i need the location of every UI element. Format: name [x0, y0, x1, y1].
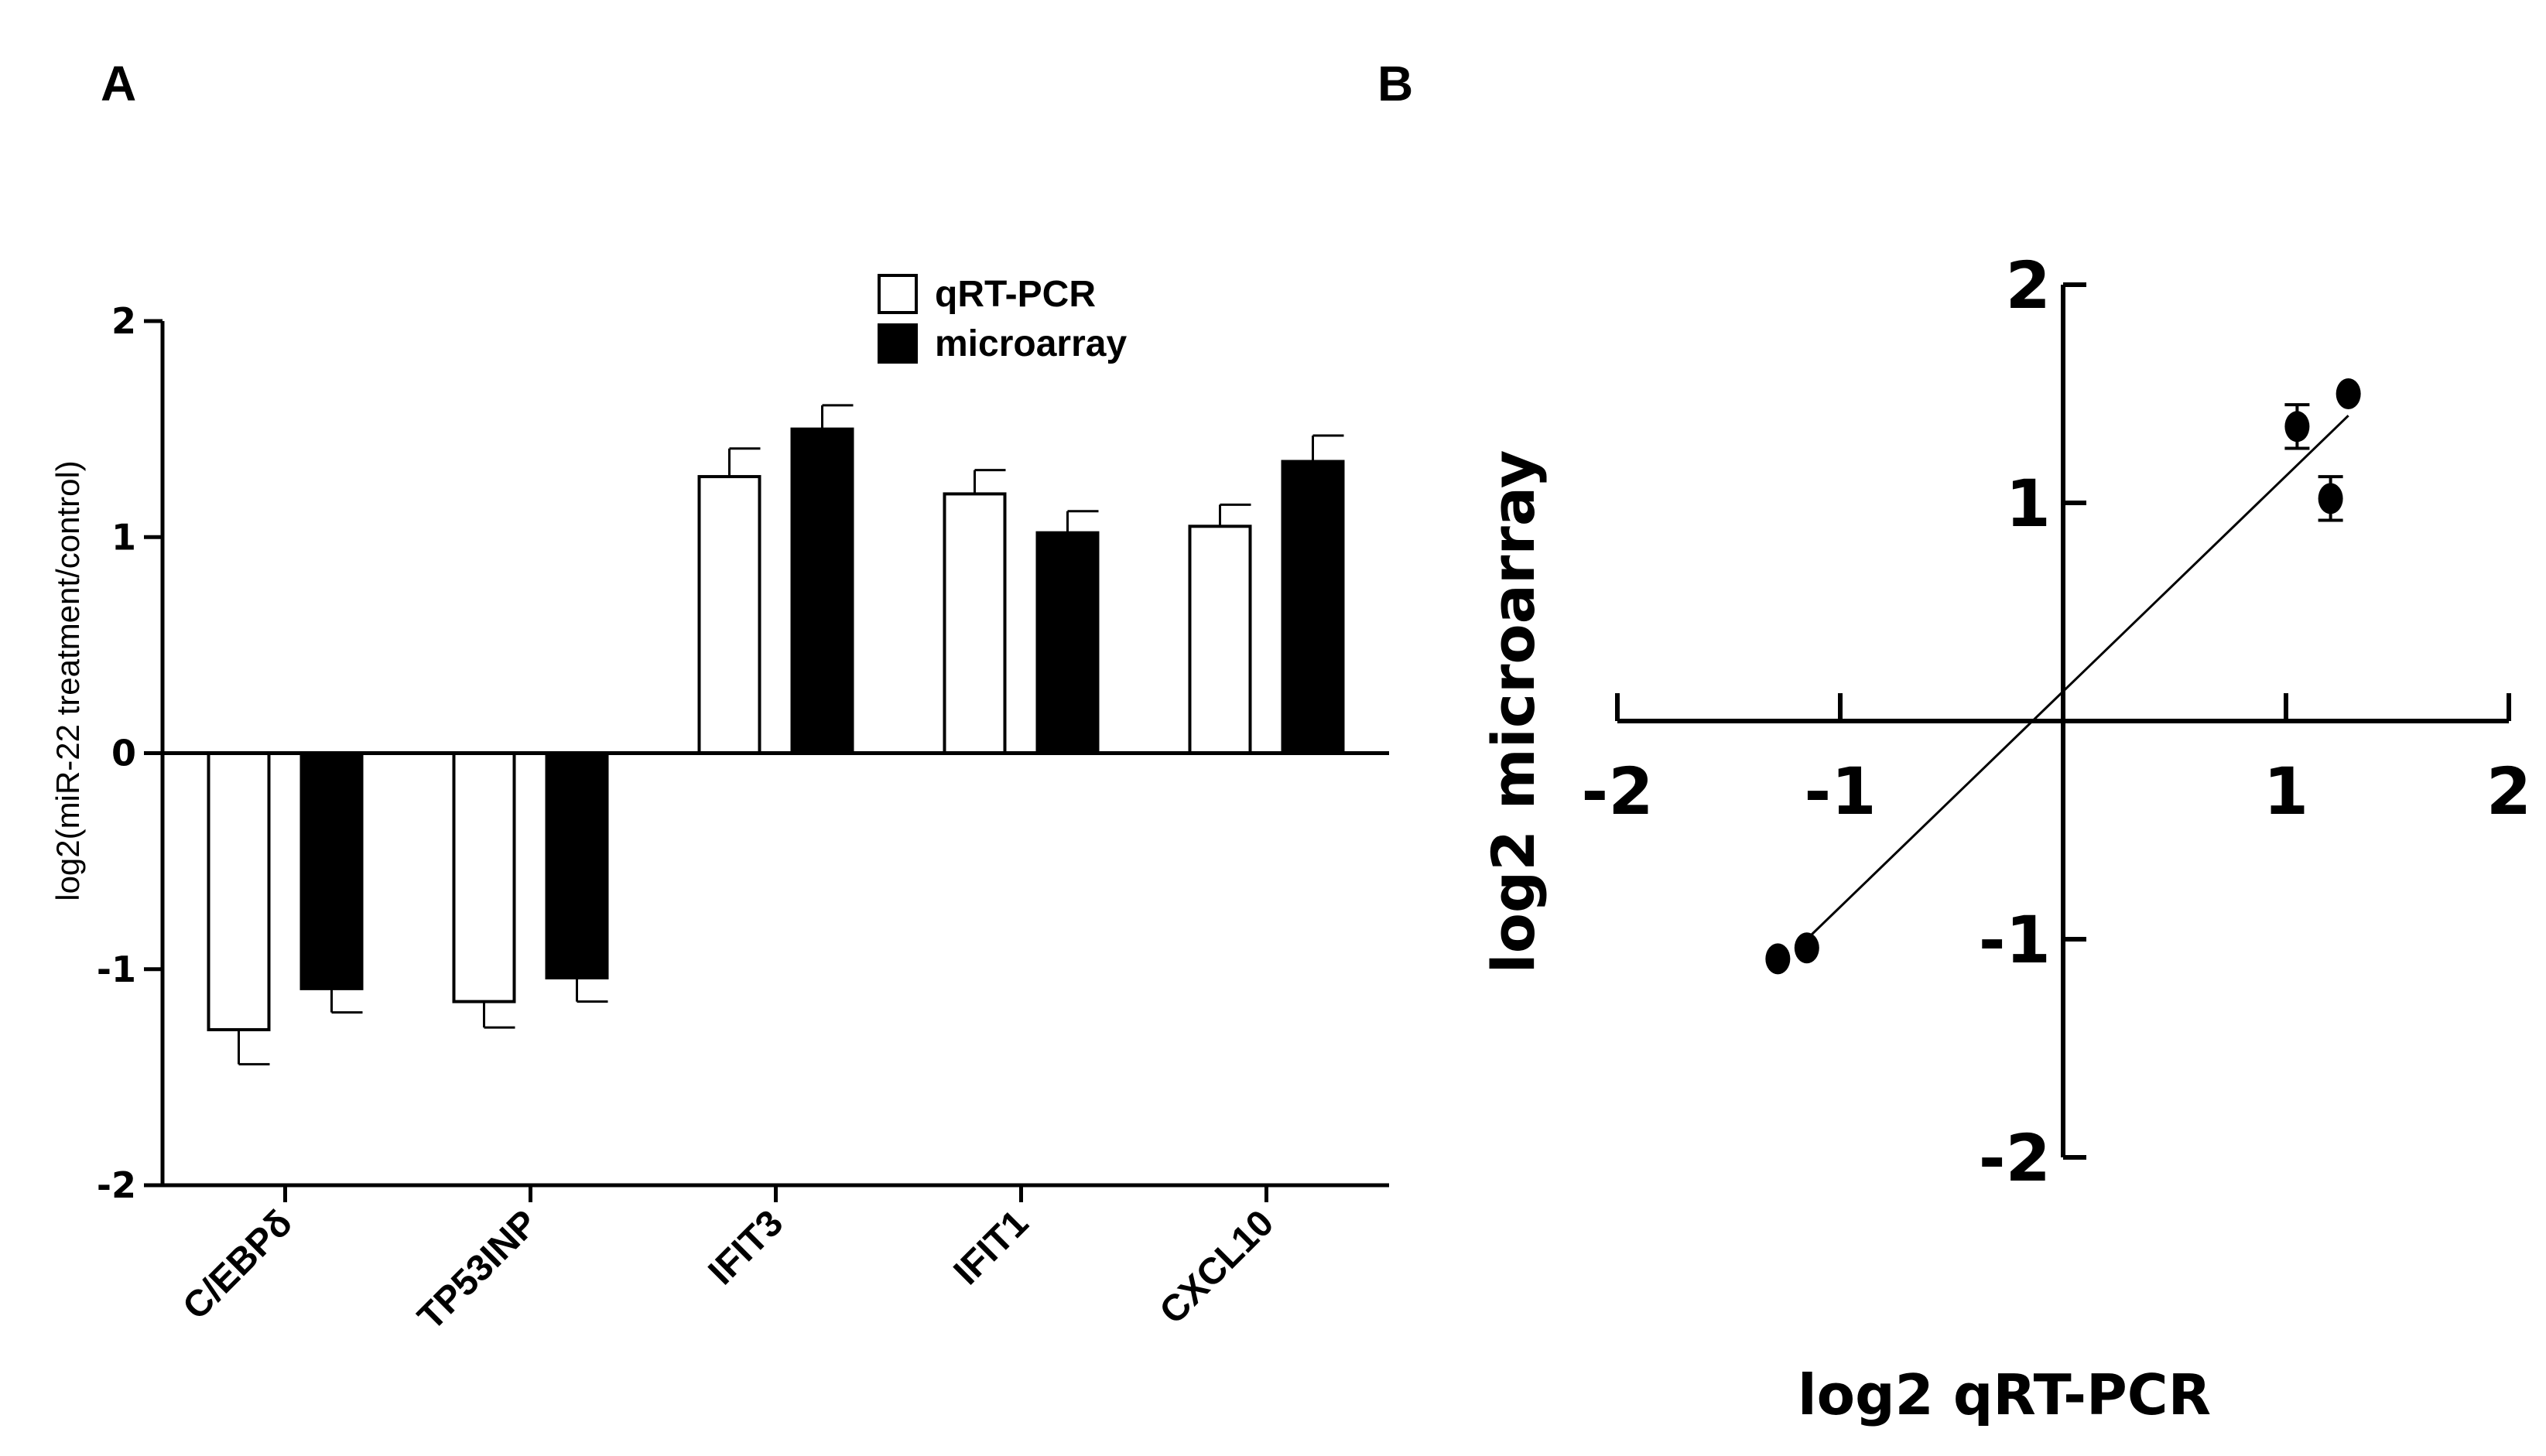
legend-label-qrt-pcr: qRT-PCR: [935, 274, 1096, 315]
panel-a-x-tick-label: TP53INP: [410, 1202, 546, 1338]
panel-b-x-tick-label: -2: [1581, 754, 1653, 829]
bar-microarray-tp53inp: [545, 751, 609, 979]
bar-qrt-pcr-ifit1: [943, 492, 1007, 755]
panel-b-y-tick-label: 1: [2006, 466, 2051, 542]
panel-a-y-tick-label: 1: [111, 516, 136, 558]
panel-b-x-tick-label: 2: [2486, 754, 2531, 829]
panel-a-letter: A: [101, 56, 136, 111]
panel-a-x-tick-label: CXCL10: [1152, 1202, 1282, 1332]
bar-qrt-pcr-tp53inp: [452, 751, 516, 1003]
panel-b-x-tick-label: 1: [2264, 754, 2308, 829]
legend-swatch-microarray: [878, 323, 918, 364]
bar-microarray-cxcl10: [1281, 460, 1345, 755]
bar-qrt-pcr-c-ebp: [207, 751, 271, 1031]
panel-b-marks: [1765, 378, 2361, 975]
panel-b-scatter-plot: log2 microarray log2 qRT-PCR -2 -1 1 221-1-…: [1479, 248, 2531, 1427]
legend-swatch-qrt-pcr: [878, 274, 918, 314]
panel-a-x-tick-label: C/EBPδ: [175, 1202, 300, 1328]
bar-microarray-ifit3: [790, 427, 854, 755]
panel-a-x-tick-label: IFIT3: [701, 1202, 792, 1293]
panel-b-y-axis-label: log2 microarray: [1479, 450, 1548, 974]
panel-b-y-tick-label: -2: [1979, 1120, 2051, 1196]
panel-b-letter: B: [1377, 56, 1413, 111]
panel-b-x-axis-label: log2 qRT-PCR: [1798, 1362, 2211, 1427]
panel-b-y-tick-label: 2: [2006, 248, 2051, 323]
panel-a-bars: [207, 404, 1345, 1066]
panel-a-y-tick-label: 2: [111, 300, 136, 342]
panel-a-y-tick-label: -2: [97, 1164, 136, 1206]
scatter-point-2: [1794, 932, 1819, 964]
panel-a-x-tick-label: IFIT1: [946, 1202, 1037, 1293]
panel-b-axes: -2 -1 1 2 2 1 -1 -2: [1581, 248, 2531, 1196]
panel-b-x-tick-label: -1: [1804, 754, 1876, 829]
panel-a-axes: 2 1 0 -1 -2 C/EBPδ TP53INP IFIT3 IFIT1 CXCL10: [97, 300, 1389, 1338]
bar-qrt-pcr-ifit3: [697, 475, 761, 755]
panel-a-y-tick-label: 0: [111, 733, 136, 774]
scatter-point-5: [2336, 378, 2361, 409]
bar-microarray-ifit1: [1035, 531, 1100, 755]
bar-qrt-pcr-cxcl10: [1188, 525, 1252, 755]
panel-a-bar-chart: log2(miR-22 treatment/control) qRT-PCR m…: [50, 274, 1389, 1338]
panel-a-y-axis-label: log2(miR-22 treatment/control): [50, 460, 86, 901]
scatter-point-1: [1765, 943, 1791, 975]
scatter-point-3: [2284, 411, 2310, 443]
panel-a-y-tick-label: -1: [97, 948, 136, 990]
panel-a-legend: qRT-PCR microarray: [878, 274, 1127, 364]
panel-b-y-tick-label: -1: [1979, 902, 2051, 978]
bar-microarray-c-ebp: [299, 751, 364, 990]
scatter-point-4: [2318, 483, 2343, 514]
legend-label-microarray: microarray: [935, 323, 1127, 364]
regression-line: [1805, 415, 2349, 941]
